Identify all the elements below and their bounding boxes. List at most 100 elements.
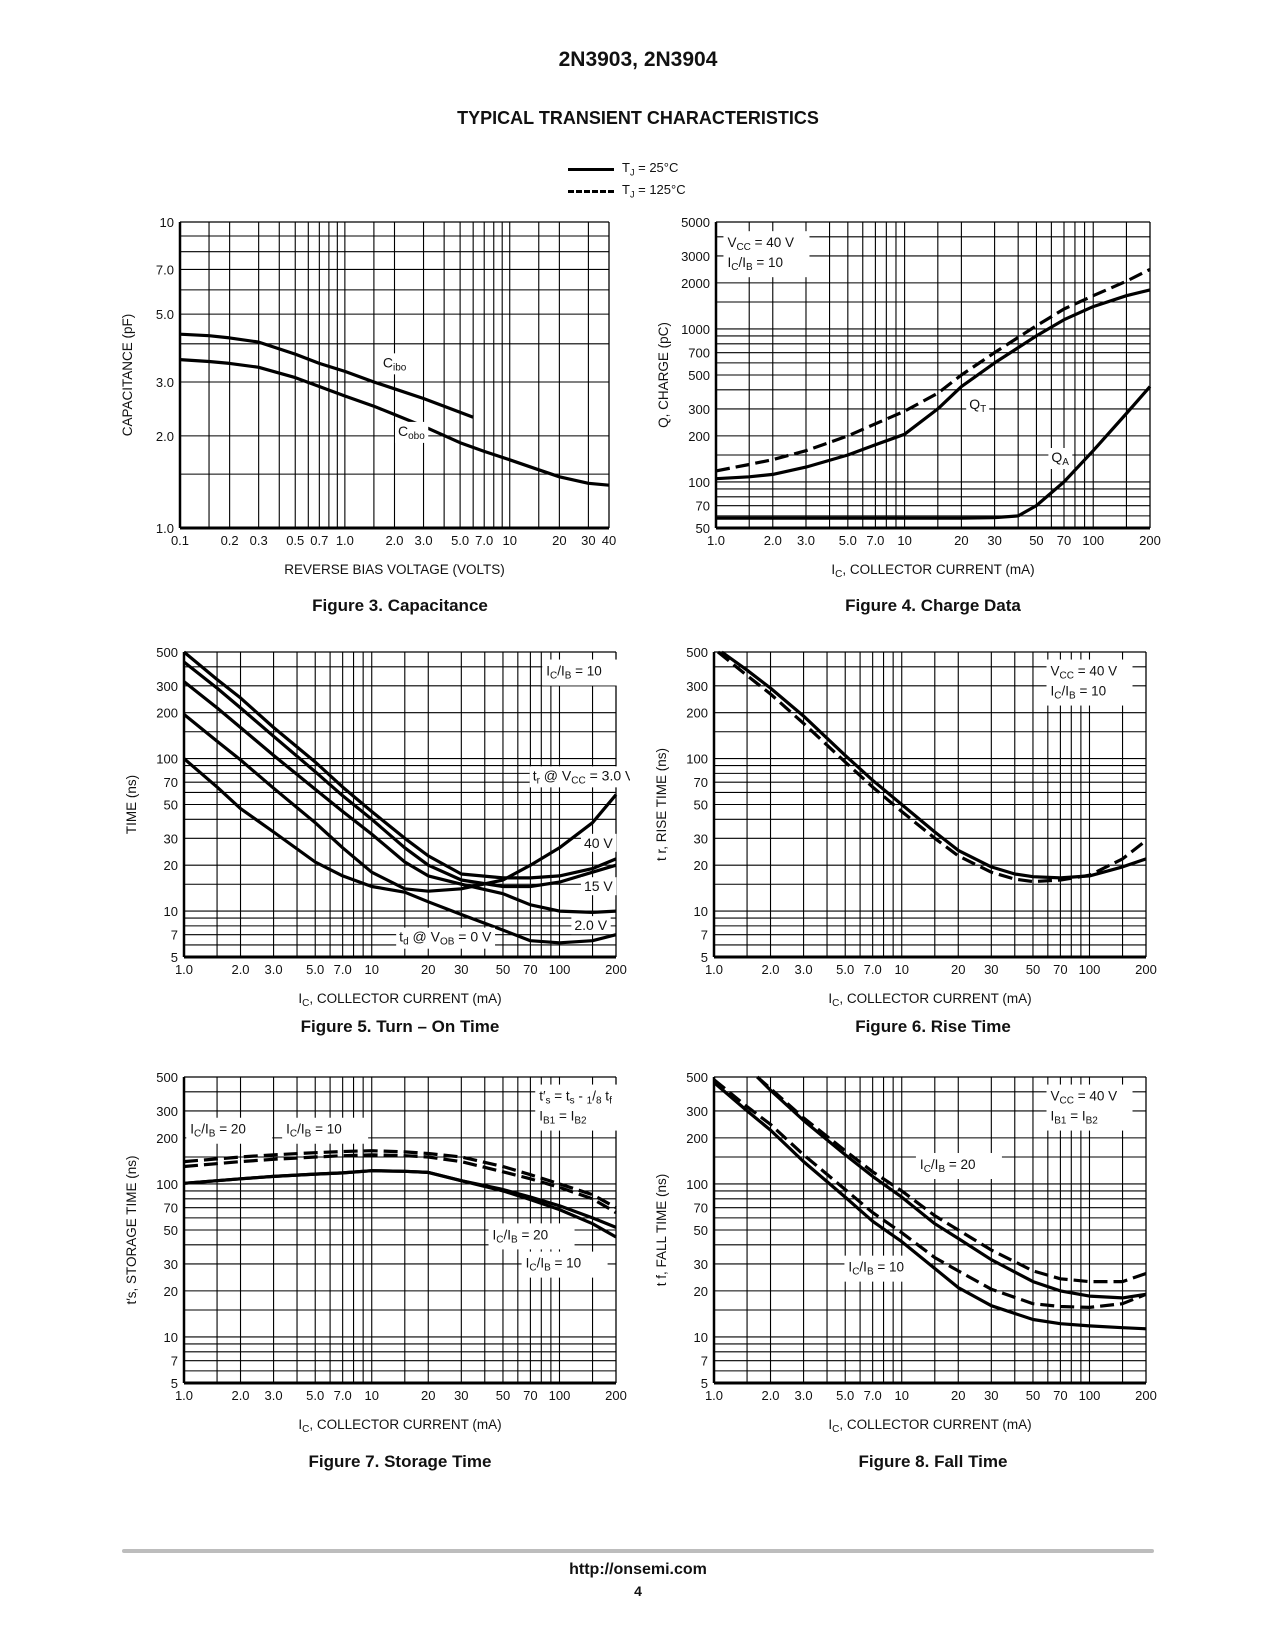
y-tick-label: 30: [164, 1257, 178, 1272]
y-axis-label: t f, FALL TIME (ns): [654, 1174, 669, 1287]
x-axis-label: IC, COLLECTOR CURRENT (mA): [298, 1417, 501, 1435]
x-tick-label: 200: [605, 962, 627, 977]
annotation-background: [1046, 659, 1133, 706]
annotation-box: IC/IB = 10: [521, 1251, 608, 1278]
annotation-background: [535, 1084, 630, 1131]
annotation-text: IC/IB = 20: [190, 1122, 246, 1140]
x-tick-label: 10: [365, 962, 379, 977]
x-tick-label: 5.0: [306, 1388, 324, 1403]
series-line: [183, 1149, 617, 1210]
x-tick-label: 1.0: [707, 533, 725, 548]
y-tick-label: 20: [164, 1284, 178, 1299]
y-tick-label: 10: [164, 1330, 178, 1345]
x-axis-label: IC, COLLECTOR CURRENT (mA): [831, 562, 1034, 580]
annotation-text: IC/IB = 20: [493, 1227, 549, 1245]
x-tick-label: 7.0: [864, 1388, 882, 1403]
x-axis-label: IC, COLLECTOR CURRENT (mA): [828, 991, 1031, 1009]
x-tick-label: 200: [605, 1388, 627, 1403]
y-tick-label: 7: [701, 928, 708, 943]
series-line: [716, 650, 1147, 884]
y-tick-label: 3.0: [156, 375, 174, 390]
y-tick-label: 500: [156, 645, 178, 660]
annotation-background: [915, 1153, 1002, 1180]
annotation-text: VCC = 40 V: [1051, 1089, 1118, 1107]
x-tick-label: 70: [523, 962, 537, 977]
y-tick-label: 500: [686, 1070, 708, 1085]
x-tick-label: 20: [951, 962, 965, 977]
y-axis-label: Q, CHARGE (pC): [656, 322, 671, 428]
x-tick-label: 10: [895, 962, 909, 977]
y-tick-label: 50: [694, 798, 708, 813]
y-tick-label: 2.0: [156, 429, 174, 444]
series-line: [720, 650, 1147, 880]
x-tick-label: 1.0: [175, 1388, 193, 1403]
y-tick-label: 70: [164, 775, 178, 790]
series-label-background: [379, 353, 410, 375]
annotation-background: [186, 1117, 273, 1144]
legend-entry-25c: TJ = 25°C: [568, 158, 686, 180]
x-tick-label: 0.3: [250, 533, 268, 548]
x-tick-label: 20: [421, 962, 435, 977]
y-tick-label: 100: [686, 1177, 708, 1192]
annotation-text: VCC = 40 V: [1051, 664, 1118, 682]
x-tick-label: 20: [552, 533, 566, 548]
annotation-background: [723, 231, 810, 278]
x-tick-label: 5.0: [306, 962, 324, 977]
x-tick-label: 30: [984, 962, 998, 977]
x-tick-label: 5.0: [451, 533, 469, 548]
section-heading: TYPICAL TRANSIENT CHARACTERISTICS: [457, 108, 819, 128]
x-tick-label: 1.0: [705, 962, 723, 977]
x-tick-label: 20: [951, 1388, 965, 1403]
series-label: 15 V: [580, 877, 617, 896]
y-tick-label: 200: [686, 706, 708, 721]
y-tick-label: 50: [694, 1223, 708, 1238]
series-label-text: 2.0 V: [574, 917, 607, 933]
x-tick-label: 0.1: [171, 533, 189, 548]
x-tick-label: 3.0: [795, 962, 813, 977]
x-tick-label: 50: [496, 962, 510, 977]
series-label: 40 V: [580, 833, 617, 852]
x-axis-label: IC, COLLECTOR CURRENT (mA): [828, 1417, 1031, 1435]
x-tick-label: 5.0: [839, 533, 857, 548]
y-tick-label: 500: [156, 1070, 178, 1085]
x-tick-label: 10: [895, 1388, 909, 1403]
y-tick-label: 200: [156, 706, 178, 721]
series-label-text: Cobo: [398, 423, 425, 442]
series-label: 2.0 V: [571, 916, 611, 935]
x-tick-label: 1.0: [336, 533, 354, 548]
annotation-background: [542, 659, 629, 686]
annotation-background: [488, 1223, 575, 1250]
y-tick-label: 5: [171, 1376, 178, 1391]
x-tick-label: 0.2: [221, 533, 239, 548]
footer-url: http://onsemi.com: [569, 1561, 707, 1578]
x-tick-label: 5.0: [836, 962, 854, 977]
turn-on-time-chart: 1.0 2.0 3.0 5.0 7.0 10 20 30 50 70 100 200 5 7 10 20 30 5…: [124, 645, 630, 1009]
y-tick-label: 70: [164, 1201, 178, 1216]
y-tick-label: 50: [696, 521, 710, 536]
y-tick-label: 10: [164, 904, 178, 919]
y-tick-label: 2000: [681, 276, 710, 291]
series-label: QT: [966, 394, 990, 416]
series-label: Cibo: [379, 353, 410, 375]
annotation-background: [844, 1255, 931, 1282]
series-label-background: [396, 927, 496, 949]
series-line: [183, 1169, 617, 1239]
y-tick-label: 5: [701, 1376, 708, 1391]
grid: [179, 221, 610, 529]
y-axis-label: t r, RISE TIME (ns): [654, 748, 669, 861]
x-tick-label: 3.0: [265, 1388, 283, 1403]
y-tick-label: 30: [164, 831, 178, 846]
x-tick-label: 2.0: [761, 962, 779, 977]
figure-8-caption: Figure 8. Fall Time: [858, 1452, 1008, 1471]
y-tick-label: 300: [686, 1104, 708, 1119]
x-tick-label: 50: [496, 1388, 510, 1403]
series-label-text: td @ VOB = 0 V: [399, 929, 492, 948]
y-tick-label: 700: [688, 346, 710, 361]
y-tick-label: 70: [694, 775, 708, 790]
page-number: 4: [634, 1583, 642, 1599]
x-tick-label: 2.0: [385, 533, 403, 548]
grid: [183, 651, 617, 958]
x-tick-label: 100: [1079, 1388, 1101, 1403]
y-tick-label: 500: [688, 368, 710, 383]
y-tick-label: 5: [171, 950, 178, 965]
